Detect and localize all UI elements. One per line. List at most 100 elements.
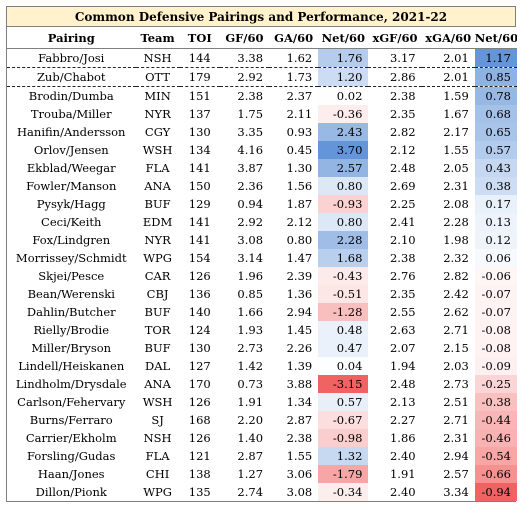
cell-team: MIN — [144, 89, 171, 103]
cell-toi: 126 — [188, 269, 211, 283]
cell-net60: 0.57 — [318, 393, 369, 411]
cell-xgf60: 2.40 — [389, 449, 416, 463]
table-row: Carrier/Ekholm NSH 126 1.40 2.38 -0.98 1.86 2.3… — [7, 429, 517, 447]
cell-xgf60: 2.69 — [389, 179, 416, 193]
cell-xgf60: 2.27 — [389, 413, 416, 427]
cell-net60: 0.48 — [318, 321, 369, 339]
cell-pairing: Lindholm/Drysdale — [15, 377, 127, 391]
cell-xga60: 2.82 — [443, 269, 469, 283]
cell-team: SJ — [151, 413, 164, 427]
cell-gf60: 4.16 — [237, 143, 264, 157]
cell-ga60: 0.80 — [286, 233, 313, 247]
col-header-xga60: xGA/60 — [421, 27, 475, 49]
cell-gf60: 2.20 — [237, 413, 264, 427]
cell-gf60: 2.74 — [237, 485, 264, 499]
cell-xga60: 2.01 — [421, 48, 475, 68]
table-row: Haan/Jones CHI 138 1.27 3.06 -1.79 1.91 2.57 -0.… — [7, 465, 517, 483]
cell-xnet60: 0.85 — [474, 67, 517, 87]
cell-xnet60: -0.94 — [474, 483, 517, 501]
cell-pairing: Carlson/Fehervary — [17, 395, 126, 409]
cell-pairing: Bean/Werenski — [27, 287, 115, 301]
cell-toi: 121 — [188, 449, 211, 463]
cell-toi: 150 — [188, 179, 211, 193]
col-header-net60: Net/60 — [318, 27, 369, 49]
cell-ga60: 3.88 — [286, 377, 313, 391]
cell-xgf60: 2.38 — [389, 251, 416, 265]
cell-xgf60: 1.94 — [389, 359, 416, 373]
cell-pairing: Morrissey/Schmidt — [15, 251, 127, 265]
table-row: Miller/Bryson BUF 130 2.73 2.26 0.47 2.07 2.15-… — [7, 339, 517, 357]
cell-pairing: Trouba/Miller — [30, 107, 112, 121]
cell-xga60: 2.31 — [443, 431, 469, 445]
cell-gf60: 3.87 — [237, 161, 264, 175]
table-row: Morrissey/Schmidt WPG 154 3.14 1.47 1.68 2.38 2… — [7, 249, 517, 267]
cell-xnet60: 0.68 — [474, 105, 517, 123]
cell-ga60: 1.87 — [286, 197, 313, 211]
cell-pairing: Dahlin/Butcher — [26, 305, 116, 319]
cell-xgf60: 2.12 — [389, 143, 416, 157]
col-header-gf60: GF/60 — [219, 27, 270, 49]
cell-ga60: 2.38 — [286, 431, 313, 445]
cell-net60: 2.28 — [318, 231, 369, 249]
table-row: Carlson/Fehervary WSH 126 1.91 1.34 0.57 2.13 2… — [7, 393, 517, 411]
cell-ga60: 0.93 — [286, 125, 313, 139]
table-row: Dahlin/Butcher BUF 140 1.66 2.94 -1.28 2.55 2.6… — [7, 303, 517, 321]
cell-net60: 0.80 — [318, 213, 369, 231]
table-frame: Pairing Team TOI GF/60 GA/60 Net/60 xGF/… — [6, 27, 517, 502]
cell-ga60: 1.62 — [269, 48, 319, 68]
cell-net60: -0.34 — [318, 483, 369, 501]
cell-pairing: Fabbro/Josi — [7, 48, 136, 68]
cell-team: NYR — [144, 107, 171, 121]
cell-xnet60: 0.57 — [474, 141, 517, 159]
cell-toi: 179 — [179, 67, 220, 87]
cell-xga60: 2.62 — [443, 305, 469, 319]
cell-ga60: 1.55 — [286, 449, 313, 463]
table-row: Orlov/Jensen WSH 134 4.16 0.45 3.70 2.12 1.55 0.… — [7, 141, 517, 159]
cell-toi: 141 — [188, 215, 211, 229]
cell-pairing: Rielly/Brodie — [33, 323, 110, 337]
cell-gf60: 1.93 — [237, 323, 264, 337]
cell-team: NSH — [135, 48, 180, 68]
cell-xga60: 2.32 — [443, 251, 469, 265]
cell-gf60: 2.38 — [237, 89, 264, 103]
table-row: Ekblad/Weegar FLA 141 3.87 1.30 2.57 2.48 2.05 0… — [7, 159, 517, 177]
cell-xga60: 2.73 — [443, 377, 469, 391]
cell-ga60: 2.26 — [286, 341, 313, 355]
cell-ga60: 0.45 — [286, 143, 313, 157]
cell-xga60: 2.42 — [443, 287, 469, 301]
cell-pairing: Carrier/Ekholm — [25, 431, 117, 445]
cell-toi: 126 — [188, 395, 211, 409]
cell-pairing: Orlov/Jensen — [33, 143, 109, 157]
cell-pairing: Lindell/Heiskanen — [18, 359, 125, 373]
cell-toi: 136 — [188, 287, 211, 301]
cell-net60: -0.67 — [318, 411, 369, 429]
cell-gf60: 2.92 — [237, 215, 264, 229]
cell-team: DAL — [145, 359, 171, 373]
cell-team: TOR — [144, 323, 171, 337]
cell-toi: 130 — [188, 341, 211, 355]
cell-gf60: 0.85 — [237, 287, 264, 301]
cell-gf60: 3.14 — [237, 251, 264, 265]
cell-team: CHI — [145, 467, 170, 481]
cell-ga60: 1.73 — [269, 67, 319, 87]
col-header-xgf60: xGF/60 — [368, 27, 422, 49]
cell-ga60: 2.11 — [286, 107, 313, 121]
cell-net60: 2.43 — [318, 123, 369, 141]
cell-gf60: 1.75 — [237, 107, 264, 121]
cell-xga60: 2.05 — [443, 161, 469, 175]
cell-net60: 0.80 — [318, 177, 369, 195]
cell-xgf60: 2.41 — [389, 215, 416, 229]
cell-xgf60: 3.17 — [368, 48, 422, 68]
cell-toi: 168 — [188, 413, 211, 427]
cell-team: WSH — [142, 395, 173, 409]
cell-team: ANA — [144, 179, 171, 193]
cell-toi: 141 — [188, 161, 211, 175]
cell-team: CBJ — [146, 287, 169, 301]
cell-team: WSH — [142, 143, 173, 157]
cell-gf60: 0.73 — [237, 377, 264, 391]
cell-net60: -0.43 — [318, 267, 369, 285]
cell-xnet60: -0.08 — [474, 339, 517, 357]
cell-xgf60: 2.86 — [368, 67, 422, 87]
cell-net60: -1.28 — [318, 303, 369, 321]
cell-xnet60: 0.38 — [474, 177, 517, 195]
